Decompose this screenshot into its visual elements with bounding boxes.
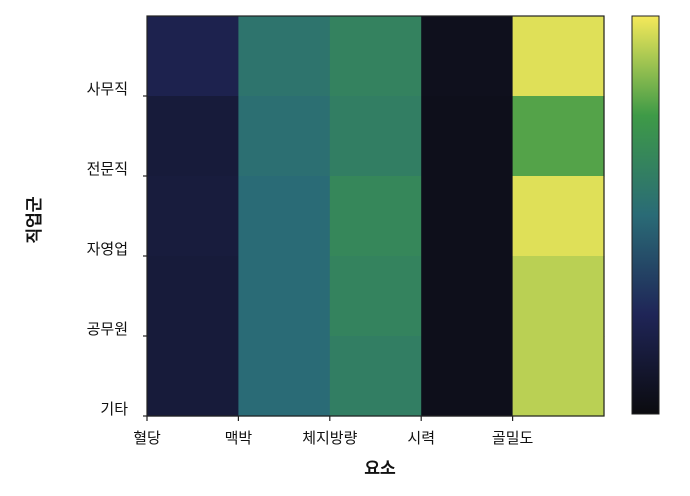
- y-tick-label: 기타: [100, 400, 128, 418]
- heatmap-cell: [421, 96, 514, 177]
- heatmap-cell: [512, 16, 605, 97]
- heatmap-cell: [238, 16, 331, 97]
- heatmap-cell: [329, 256, 422, 337]
- heatmap-cell: [421, 256, 514, 337]
- heatmap-cell: [147, 16, 239, 97]
- y-tick-label: 자영업: [87, 240, 128, 258]
- heatmap-cell: [147, 96, 239, 177]
- x-axis-title: 요소: [364, 459, 396, 479]
- heatmap-cell: [329, 176, 422, 257]
- heatmap-cell: [147, 336, 239, 417]
- heatmap-cell: [238, 96, 331, 177]
- heatmap-cell: [329, 96, 422, 177]
- x-axis: 혈당 맥박 체지방량 시력 골밀도: [133, 416, 533, 447]
- x-tick-label: 골밀도: [492, 429, 534, 447]
- heatmap-cell: [238, 256, 331, 337]
- x-tick-label: 맥박: [225, 429, 253, 447]
- x-tick-label: 시력: [407, 429, 435, 447]
- y-tick-label: 공무원: [87, 320, 128, 338]
- heatmap-cell: [421, 176, 514, 257]
- x-tick-label: 혈당: [133, 429, 161, 447]
- heatmap-cell: [421, 336, 514, 417]
- heatmap-cell: [238, 176, 331, 257]
- y-tick-label: 사무직: [87, 80, 128, 98]
- y-axis-title: 직업군: [25, 196, 45, 243]
- heatmap-cell: [421, 16, 514, 97]
- y-tick-label: 전문직: [87, 160, 128, 178]
- colorbar: [631, 15, 660, 415]
- heatmap-cell: [512, 336, 605, 417]
- heatmap-cell: [147, 256, 239, 337]
- heatmap-cell: [512, 96, 605, 177]
- heatmap-cells: [147, 16, 605, 417]
- x-tick-label: 체지방량: [302, 429, 357, 447]
- heatmap-cell: [238, 336, 331, 417]
- heatmap-cell: [329, 336, 422, 417]
- heatmap-cell: [512, 176, 605, 257]
- heatmap-cell: [329, 16, 422, 97]
- heatmap-cell: [147, 176, 239, 257]
- heatmap-cell: [512, 256, 605, 337]
- plot-frame: [146, 15, 605, 417]
